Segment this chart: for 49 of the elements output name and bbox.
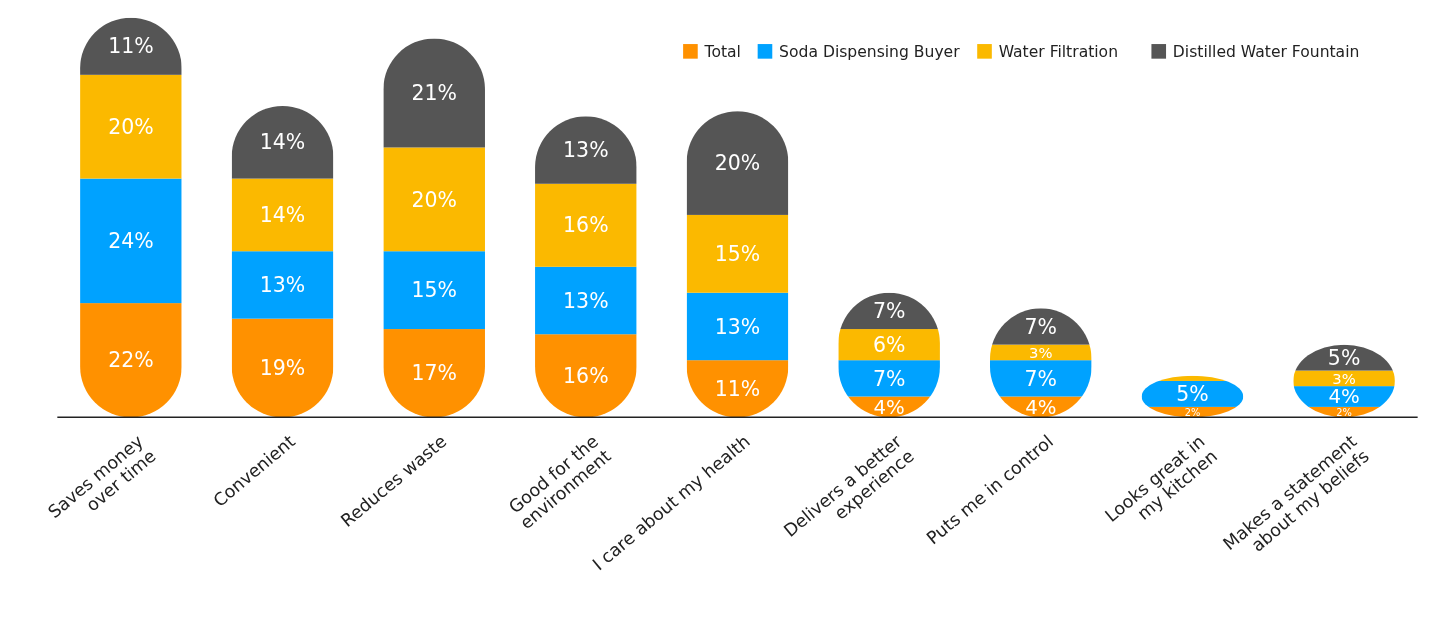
data-label: 2% (1336, 406, 1352, 418)
data-label: 7% (872, 366, 906, 391)
data-label: 13% (563, 288, 609, 313)
bar (231, 251, 334, 319)
data-label: 11% (108, 34, 154, 59)
data-label: 2% (1184, 406, 1201, 418)
data-label: 24% (108, 229, 154, 254)
data-label: 5% (1176, 382, 1209, 407)
data-label: 5% (1327, 345, 1361, 370)
legend-label: Total (703, 42, 741, 61)
data-label: 13% (563, 138, 609, 163)
bar (989, 360, 1092, 397)
data-label: 16% (563, 213, 609, 238)
bar (535, 266, 637, 335)
bar (231, 178, 334, 252)
data-label: 16% (563, 363, 609, 388)
bar (535, 183, 637, 267)
bar (383, 147, 485, 252)
data-label: 14% (259, 130, 306, 155)
data-label: 20% (411, 187, 457, 212)
bar (686, 214, 789, 293)
data-label: 3% (1332, 369, 1356, 387)
data-label: 21% (411, 81, 457, 106)
data-label: 13% (259, 273, 306, 298)
bar (80, 74, 182, 179)
data-label: 22% (108, 348, 154, 373)
data-label: 4% (1025, 395, 1057, 419)
data-label: 11% (714, 376, 761, 401)
data-label: 15% (714, 241, 761, 266)
data-label: 14% (259, 203, 306, 228)
data-label: 20% (714, 151, 761, 176)
data-label: 15% (411, 278, 457, 303)
bar (383, 251, 485, 330)
data-label: 4% (873, 395, 905, 419)
data-label: 4% (1328, 385, 1360, 409)
bar (80, 178, 182, 304)
bar (686, 292, 789, 361)
data-label: 7% (872, 299, 906, 324)
data-label: 7% (1024, 366, 1058, 391)
data-label: 3% (1029, 343, 1053, 361)
legend-label: Soda Dispensing Buyer (779, 42, 961, 61)
legend-label: Water Filtration (998, 42, 1119, 61)
legend-label: Distilled Water Fountain (1172, 42, 1360, 61)
data-label: 20% (108, 114, 154, 139)
data-label: 19% (259, 356, 306, 381)
data-label: 17% (411, 361, 457, 386)
data-label: 13% (714, 314, 761, 339)
data-label: 7% (1024, 314, 1058, 339)
data-label: 6% (872, 332, 906, 357)
